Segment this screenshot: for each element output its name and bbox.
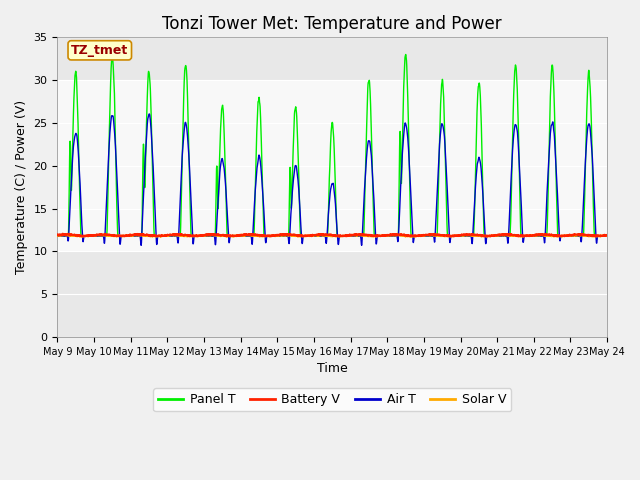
- Title: Tonzi Tower Met: Temperature and Power: Tonzi Tower Met: Temperature and Power: [163, 15, 502, 33]
- Text: TZ_tmet: TZ_tmet: [71, 44, 129, 57]
- X-axis label: Time: Time: [317, 362, 348, 375]
- Bar: [58, 80, 607, 252]
- Y-axis label: Temperature (C) / Power (V): Temperature (C) / Power (V): [15, 100, 28, 274]
- Legend: Panel T, Battery V, Air T, Solar V: Panel T, Battery V, Air T, Solar V: [154, 388, 511, 411]
